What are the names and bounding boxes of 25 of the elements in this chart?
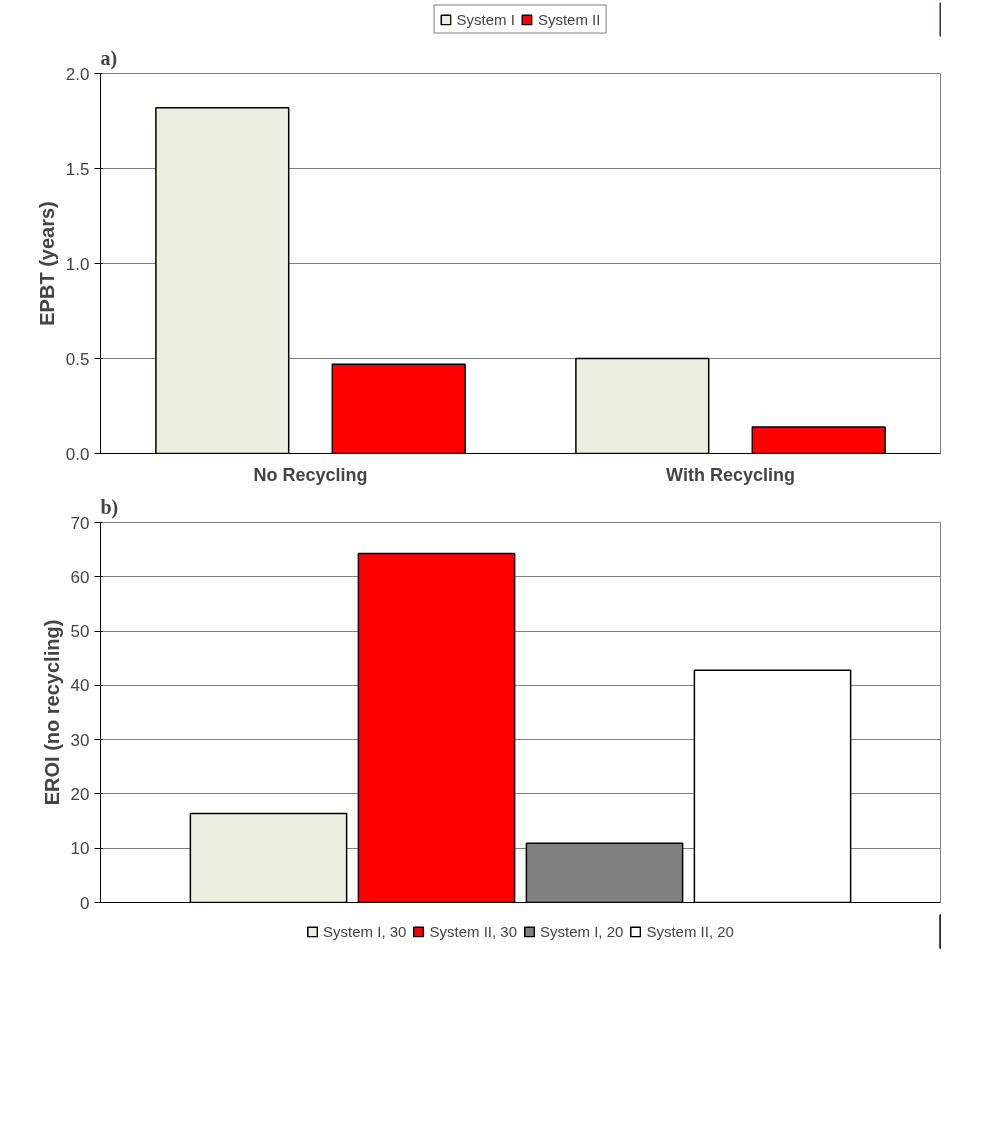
y-tick-label: 1.5 — [65, 159, 90, 179]
chart-title: b) — [100, 495, 119, 519]
y-axis-title: EROI (no recycling) — [40, 619, 63, 806]
y-tick-label: 60 — [70, 567, 90, 587]
y-tick-label: 40 — [70, 676, 90, 696]
legend-label: System II — [537, 10, 601, 28]
legend-label: System I, 20 — [540, 922, 624, 940]
legend-label: System II, 20 — [646, 922, 734, 940]
y-tick-label: 0.5 — [65, 349, 90, 369]
y-tick-label: 10 — [70, 839, 90, 859]
y-tick-label: 20 — [70, 784, 90, 804]
y-tick-label: 0 — [80, 893, 90, 913]
y-tick-label: 30 — [70, 730, 90, 750]
legend-label: System I — [456, 10, 515, 28]
y-tick-label: 0.0 — [65, 444, 90, 464]
x-tick-label: No Recycling — [253, 464, 368, 485]
y-axis-title: EPBT (years) — [35, 201, 58, 326]
x-tick-label: With Recycling — [666, 464, 795, 485]
y-tick-label: 2.0 — [65, 64, 90, 84]
y-tick-label: 50 — [70, 622, 90, 642]
legend-label: System I, 30 — [323, 922, 407, 940]
y-tick-label: 70 — [70, 513, 90, 533]
legend-label: System II, 30 — [429, 922, 517, 940]
y-tick-label: 1.0 — [65, 254, 90, 274]
chart-title: a) — [100, 46, 118, 70]
